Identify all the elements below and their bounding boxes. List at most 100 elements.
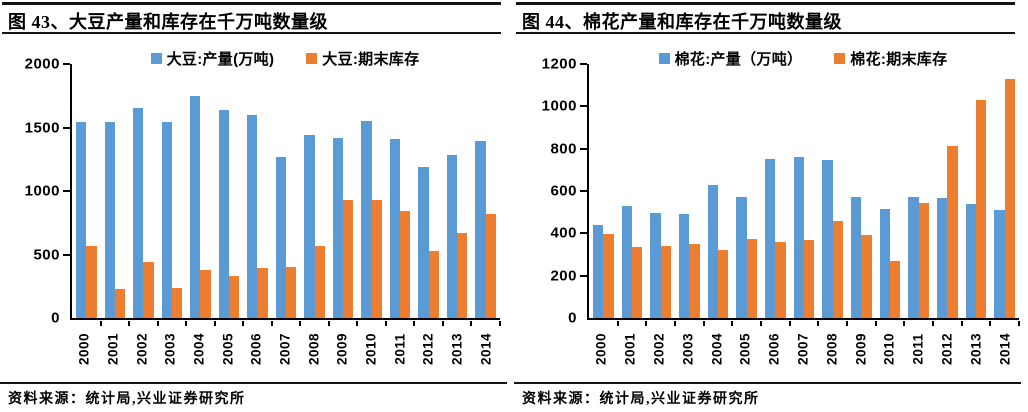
x-axis-label-2008: 2008: [824, 332, 840, 366]
y-axis-tick: [580, 63, 587, 65]
x-axis-tick: [702, 321, 705, 326]
bar-group-2007: [272, 64, 301, 318]
x-axis-label-2004: 2004: [191, 332, 207, 366]
x-axis-label-2011: 2011: [392, 333, 408, 365]
bottom-divider: [0, 382, 507, 384]
bar-inventory: [804, 239, 815, 318]
x-axis-tick: [1018, 321, 1020, 326]
legend-label-production: 大豆:产量(万吨): [166, 51, 275, 68]
bar-inventory: [603, 234, 614, 318]
x-axis-label-2013: 2013: [449, 332, 465, 366]
x-axis-labels: 2000 2001 2002 2003 2004 2005 2006 2007 2008 2009…: [70, 324, 500, 374]
bar-group-2001: [101, 64, 130, 318]
bar-production: [418, 166, 429, 318]
bar-inventory: [775, 241, 786, 318]
bar-production: [332, 137, 344, 318]
x-axis-tick: [874, 321, 877, 326]
y-axis-label: 1000: [24, 182, 60, 200]
x-axis-tick: [731, 321, 734, 326]
x-axis-label-2001: 2001: [105, 332, 121, 366]
bar-inventory: [114, 288, 126, 318]
bar-group-2012: [414, 64, 443, 318]
bar-group-2005: [215, 64, 244, 318]
bar-production: [765, 159, 776, 318]
bar-group-2004: [704, 64, 733, 318]
bar-group-2008: [818, 64, 847, 318]
bar-group-2009: [847, 64, 876, 318]
x-axis-tick: [674, 321, 676, 326]
bar-inventory: [314, 245, 325, 318]
bottom-divider: [514, 382, 1021, 384]
legend-item-production: 大豆:产量(万吨): [150, 48, 275, 69]
legend-label-production: 棉花:产量（万吨）: [674, 51, 803, 68]
bar-production: [937, 198, 948, 318]
x-axis-tick: [413, 321, 416, 326]
x-axis-tick: [788, 321, 791, 326]
bar-inventory: [171, 288, 183, 318]
x-axis-label-2014: 2014: [997, 332, 1013, 366]
legend-item-inventory: 棉花:期末库存: [834, 48, 947, 69]
bar-production: [965, 203, 977, 318]
figure-title: 图 44、棉花产量和库存在千万吨数量级: [522, 12, 842, 32]
bar-production: [275, 156, 286, 318]
y-axis-label: 500: [33, 246, 60, 263]
bar-production: [908, 197, 919, 318]
top-divider: [516, 2, 1015, 5]
bar-inventory: [457, 232, 468, 318]
x-axis-label-2000: 2000: [593, 332, 609, 366]
bar-group-2011: [386, 64, 415, 318]
legend-label-inventory: 大豆:期末库存: [322, 51, 420, 68]
x-axis-tick: [441, 321, 444, 326]
bar-group-2006: [761, 64, 790, 318]
bar-inventory: [343, 199, 354, 318]
y-axis-tick: [63, 126, 70, 129]
bar-production: [593, 224, 604, 318]
bar-production: [161, 122, 172, 318]
y-axis-label: 1200: [541, 55, 577, 73]
x-axis-tick: [616, 321, 619, 326]
chart-legend: 棉花:产量（万吨） 棉花:期末库存: [587, 48, 1019, 69]
x-axis-tick: [327, 321, 330, 326]
bar-production: [650, 213, 661, 318]
bar-production: [133, 108, 144, 318]
title-underline-divider: [516, 32, 1015, 34]
bar-inventory: [285, 267, 297, 318]
bar-group-2010: [357, 64, 386, 318]
bar-inventory: [689, 243, 700, 318]
x-axis-label-2007: 2007: [795, 332, 811, 366]
bar-group-2002: [129, 64, 158, 318]
legend-swatch-blue-icon: [658, 53, 670, 64]
bar-inventory: [257, 268, 268, 318]
x-axis-tick: [242, 321, 245, 326]
x-axis-label-2010: 2010: [363, 332, 379, 366]
bar-group-2011: [904, 64, 933, 318]
bar-group-2003: [158, 64, 187, 318]
bar-production: [304, 135, 315, 318]
x-axis-tick: [156, 321, 159, 326]
x-axis-tick: [99, 321, 102, 326]
x-axis-labels: 2000 2001 2002 2003 2004 2005 2006 2007 2008 2009…: [587, 324, 1019, 374]
bar-inventory: [143, 261, 154, 318]
legend-label-inventory: 棉花:期末库存: [850, 51, 948, 68]
bar-inventory: [746, 238, 757, 318]
x-axis-label-2004: 2004: [709, 332, 725, 366]
bar-inventory: [832, 220, 844, 318]
y-axis-tick: [580, 232, 587, 235]
x-axis-tick: [185, 321, 188, 326]
bar-production: [190, 95, 201, 318]
y-axis-tick: [580, 274, 587, 277]
bar-production: [851, 197, 862, 318]
x-axis-label-2010: 2010: [881, 332, 897, 366]
bar-group-2009: [329, 64, 358, 318]
bar-production: [446, 155, 458, 318]
bar-group-2013: [443, 64, 472, 318]
x-axis-tick: [499, 321, 501, 326]
bar-group-2013: [962, 64, 991, 318]
y-axis-label: 1000: [541, 97, 577, 115]
x-axis-label-2011: 2011: [910, 333, 926, 365]
bar-production: [879, 209, 891, 318]
y-axis-tick: [580, 147, 587, 150]
bar-production: [218, 109, 229, 318]
bar-inventory: [485, 213, 496, 318]
